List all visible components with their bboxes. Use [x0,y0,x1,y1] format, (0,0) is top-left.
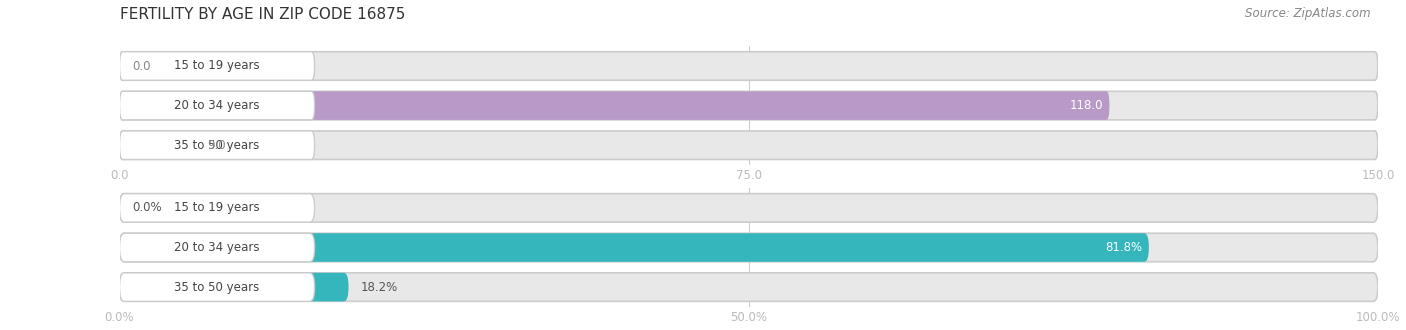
Text: FERTILITY BY AGE IN ZIP CODE 16875: FERTILITY BY AGE IN ZIP CODE 16875 [120,7,405,21]
Text: 15 to 19 years: 15 to 19 years [174,201,260,214]
FancyBboxPatch shape [120,273,1378,301]
Text: 118.0: 118.0 [1070,99,1104,112]
Text: 81.8%: 81.8% [1105,241,1143,254]
Text: 35 to 50 years: 35 to 50 years [174,139,260,152]
Text: 20 to 34 years: 20 to 34 years [174,241,260,254]
FancyBboxPatch shape [120,233,315,262]
Text: 0.0: 0.0 [132,59,150,73]
FancyBboxPatch shape [120,91,1109,120]
FancyBboxPatch shape [120,273,349,301]
FancyBboxPatch shape [120,131,1378,159]
Text: 0.0%: 0.0% [132,201,162,214]
Text: 18.2%: 18.2% [361,280,398,294]
Text: 9.0: 9.0 [208,139,226,152]
FancyBboxPatch shape [120,273,315,301]
FancyBboxPatch shape [120,52,315,80]
Text: 35 to 50 years: 35 to 50 years [174,280,260,294]
FancyBboxPatch shape [120,91,315,120]
FancyBboxPatch shape [120,131,315,159]
Text: 15 to 19 years: 15 to 19 years [174,59,260,73]
FancyBboxPatch shape [120,194,1378,222]
Text: 20 to 34 years: 20 to 34 years [174,99,260,112]
FancyBboxPatch shape [120,233,1378,262]
FancyBboxPatch shape [120,91,1378,120]
FancyBboxPatch shape [120,131,195,159]
Text: Source: ZipAtlas.com: Source: ZipAtlas.com [1246,7,1371,19]
FancyBboxPatch shape [120,233,1149,262]
FancyBboxPatch shape [120,52,1378,80]
FancyBboxPatch shape [120,194,315,222]
